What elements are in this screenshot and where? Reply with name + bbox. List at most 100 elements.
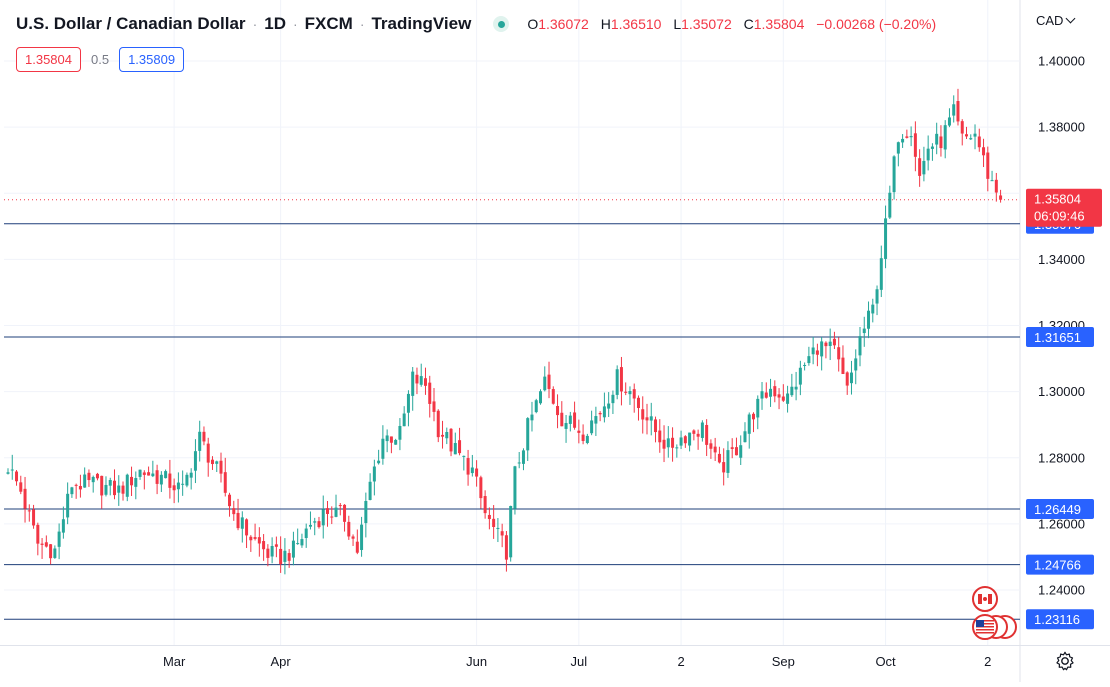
price-axis[interactable]: 1.400001.380001.360001.340001.320001.300… [1038, 54, 1085, 598]
candle-body [739, 445, 743, 458]
candle-body [287, 553, 291, 561]
candle-body [83, 474, 87, 488]
candle-body [432, 401, 436, 412]
candle-body [185, 474, 189, 486]
candle-body [517, 462, 521, 464]
candle-body [926, 148, 930, 161]
candle-body [411, 371, 415, 396]
candle-body [44, 542, 48, 547]
candle-body [875, 289, 879, 304]
current-price-label-bg [1026, 188, 1102, 227]
candle-body [841, 357, 845, 374]
high-label: H [600, 16, 611, 32]
flag-canton [976, 620, 984, 627]
candle-body [854, 358, 858, 371]
candle-body [837, 347, 841, 360]
candle-body [556, 405, 560, 416]
candle-body [61, 519, 65, 533]
candle-body [892, 156, 896, 193]
candle-body [176, 482, 180, 490]
candle-body [406, 393, 410, 413]
buy-button[interactable]: 1.35809 [119, 47, 185, 72]
candle-body [994, 179, 998, 193]
candle-body [662, 439, 666, 449]
price-tick-label: 1.38000 [1038, 120, 1085, 135]
candle-body [415, 374, 419, 384]
candle-body [726, 450, 730, 473]
candle-body [134, 478, 138, 487]
price-tick-label: 1.26000 [1038, 516, 1085, 531]
candle-body [394, 439, 398, 445]
candle-body [381, 438, 385, 459]
us-flag-icon[interactable] [972, 614, 998, 640]
candle-body [649, 416, 653, 421]
candle-body [40, 543, 44, 545]
candle-body [210, 459, 214, 465]
candle-body [956, 101, 960, 122]
candle-body [492, 518, 496, 528]
candle-body [402, 413, 406, 427]
gear-icon[interactable] [1054, 650, 1076, 672]
candle-body [935, 133, 939, 145]
candle-body [905, 136, 909, 138]
candle-body [982, 147, 986, 156]
market-status-icon[interactable] [493, 16, 510, 32]
candle-body [513, 466, 517, 509]
candle-body [790, 386, 794, 396]
candle-body [560, 412, 564, 427]
time-tick-label: Sep [772, 654, 795, 669]
horizontal-line-label: 1.26449 [1034, 502, 1081, 517]
candle-body [364, 500, 368, 524]
candle-body [509, 505, 513, 558]
time-tick-label: Mar [163, 654, 186, 669]
symbol-title[interactable]: U.S. Dollar / Canadian Dollar [16, 14, 246, 33]
candle-body [803, 364, 807, 366]
candle-body [824, 342, 828, 347]
candle-body [441, 434, 445, 437]
candle-body [705, 424, 709, 445]
candle-body [151, 473, 155, 477]
candle-body [53, 548, 57, 558]
candle-body [19, 482, 23, 492]
candle-body [884, 218, 888, 259]
candle-body [193, 451, 197, 471]
candle-body [23, 488, 27, 509]
candle-body [296, 543, 300, 545]
flag-stripe [976, 620, 994, 622]
event-flags[interactable] [972, 586, 1017, 640]
open-label: O [527, 16, 539, 32]
candle-body [466, 458, 470, 475]
sell-button[interactable]: 1.35804 [16, 47, 81, 72]
candle-body [973, 133, 977, 137]
candle-body [675, 447, 679, 449]
flag-leaf [983, 597, 987, 601]
candle-body [832, 338, 836, 346]
candle-body [262, 541, 266, 550]
interval-label[interactable]: 1D [264, 14, 286, 33]
canada-flag-icon[interactable] [972, 586, 998, 612]
price-tick-label: 1.30000 [1038, 384, 1085, 399]
candle-body [291, 540, 295, 558]
flag-stripe [976, 623, 994, 625]
candle-body [436, 410, 440, 438]
legend-row: U.S. Dollar / Canadian Dollar · 1D · FXC… [16, 14, 944, 34]
candle-body [713, 446, 717, 453]
candle-body [108, 480, 112, 486]
candle-body [91, 476, 95, 483]
candle-body [909, 136, 913, 138]
candle-body [249, 536, 253, 541]
candle-body [986, 152, 990, 179]
candle-body [355, 541, 359, 553]
candle-body [798, 367, 802, 385]
candle-body [969, 138, 973, 140]
candle-body [867, 310, 871, 329]
candle-body [66, 493, 70, 518]
chevron-down-icon [1066, 13, 1076, 24]
time-axis[interactable]: Mar Apr Jun Jul 2 Sep Oct 2 [163, 654, 991, 669]
candle-body [521, 450, 525, 464]
horizontal-line-label-bg [1026, 609, 1094, 630]
currency-selector[interactable]: CAD [1036, 13, 1076, 28]
open-value: 1.36072 [538, 16, 589, 32]
